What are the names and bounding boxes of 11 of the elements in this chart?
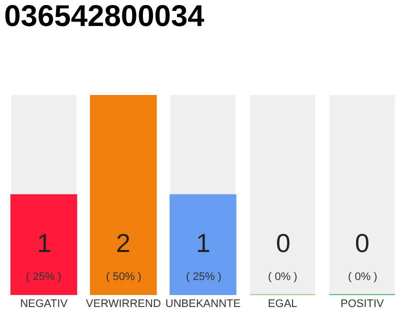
x-tick-label: UNBEKANNTE <box>165 298 241 310</box>
x-tick-label: POSITIV <box>340 298 385 310</box>
x-tick-label: NEGATIV <box>20 298 68 310</box>
x-tick-label: EGAL <box>268 298 298 310</box>
x-tick-label: VERWIRREND <box>86 298 161 310</box>
data-label: 1 ( 25% ) <box>26 228 62 283</box>
data-label: 0 ( 0% ) <box>348 228 378 283</box>
data-label: 0 ( 0% ) <box>268 228 298 283</box>
chart-title: 036542800034 <box>4 0 205 33</box>
data-label: 2 ( 50% ) <box>106 228 142 283</box>
data-label: 1 ( 25% ) <box>186 228 222 283</box>
